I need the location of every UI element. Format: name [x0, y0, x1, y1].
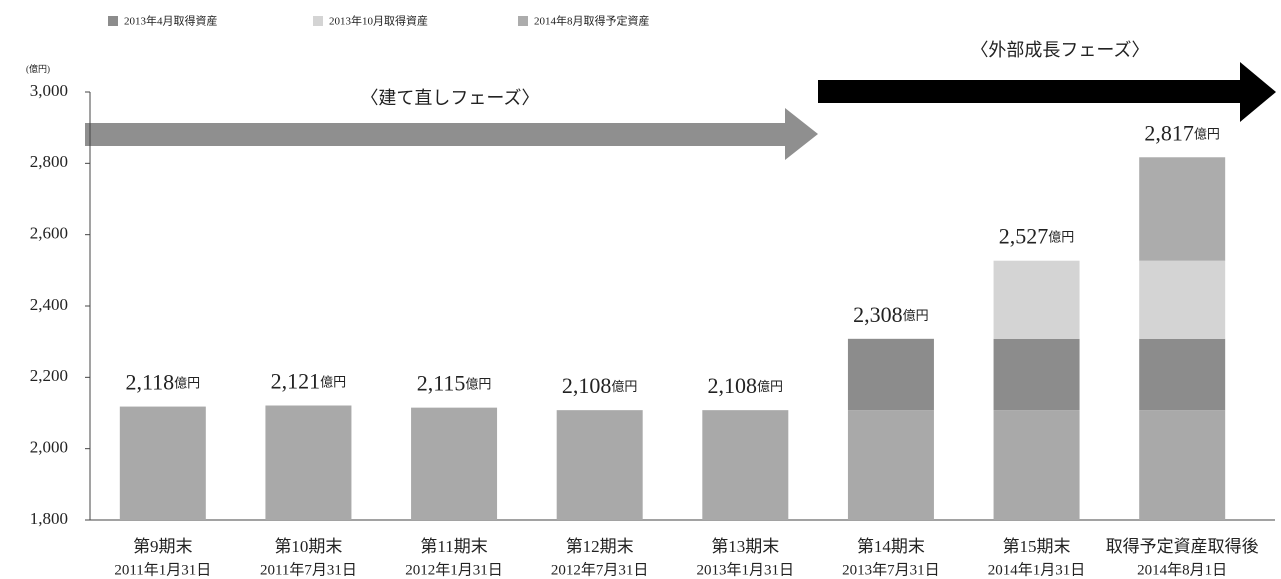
total-label: 2,817億円 [1144, 120, 1220, 145]
total-unit: 億円 [611, 379, 637, 394]
total-value: 2,817 [1144, 120, 1194, 145]
bar-segment [411, 407, 498, 520]
y-tick-label: 2,800 [30, 152, 68, 171]
legend-label: 2013年10月取得資産 [329, 14, 428, 28]
x-tick-label: 第9期末 [133, 537, 193, 556]
legend-swatch [518, 16, 528, 26]
x-tick-date: 2012年1月31日 [405, 561, 503, 578]
total-unit: 億円 [174, 376, 200, 391]
total-value: 2,108 [708, 373, 758, 398]
bar-segment [556, 410, 643, 520]
total-value: 2,115 [417, 371, 466, 396]
annotation: 〈外部成長フェーズ〉 [970, 40, 1149, 60]
total-label: 2,115億円 [417, 371, 492, 396]
x-tick-date: 2012年7月31日 [551, 561, 649, 578]
total-label: 2,308億円 [853, 302, 929, 327]
total-value: 2,308 [853, 302, 903, 327]
bar-segment [265, 405, 352, 520]
bar-segment [847, 410, 934, 520]
x-tick-date: 2014年1月31日 [988, 561, 1086, 578]
x-tick-label: 取得予定資産取得後 [1106, 537, 1259, 556]
bar-segment [993, 260, 1080, 339]
bar-segment [1139, 410, 1226, 520]
total-value: 2,121 [271, 369, 321, 394]
bar-segment [1139, 338, 1226, 411]
total-unit: 億円 [1048, 230, 1074, 245]
total-unit: 億円 [757, 379, 783, 394]
bar-segment [847, 338, 934, 411]
total-unit: 億円 [465, 377, 491, 392]
total-label: 2,108億円 [562, 373, 638, 398]
total-unit: 億円 [1194, 126, 1220, 141]
y-tick-label: 2,200 [30, 366, 68, 385]
x-tick-date: 2013年1月31日 [697, 561, 795, 578]
total-label: 2,121億円 [271, 369, 347, 394]
total-label: 2,527億円 [999, 224, 1075, 249]
total-value: 2,108 [562, 373, 612, 398]
total-unit: 億円 [903, 308, 929, 323]
y-tick-label: 2,400 [30, 295, 68, 314]
x-tick-date: 2014年8月1日 [1137, 561, 1227, 578]
x-tick-date: 2011年7月31日 [260, 561, 357, 578]
x-tick-label: 第10期末 [274, 537, 342, 556]
bar-segment [119, 406, 206, 520]
x-tick-label: 第12期末 [566, 537, 634, 556]
bar-segment [702, 410, 789, 520]
legend-label: 2013年4月取得資産 [124, 14, 218, 28]
x-tick-date: 2013年7月31日 [842, 561, 940, 578]
total-value: 2,527 [999, 224, 1049, 249]
y-tick-label: 3,000 [30, 81, 68, 100]
unit-label: (億円) [26, 63, 50, 74]
legend-swatch [313, 16, 323, 26]
x-tick-label: 第14期末 [857, 537, 925, 556]
y-tick-label: 2,000 [30, 438, 68, 457]
y-tick-label: 1,800 [30, 509, 68, 528]
arrow [85, 108, 818, 160]
x-tick-label: 第15期末 [1003, 537, 1071, 556]
total-label: 2,118億円 [125, 370, 200, 395]
y-tick-label: 2,600 [30, 224, 68, 243]
bar-segment [1139, 157, 1226, 261]
legend-swatch [108, 16, 118, 26]
x-tick-date: 2011年1月31日 [114, 561, 211, 578]
bar-segment [1139, 260, 1226, 339]
total-label: 2,108億円 [708, 373, 784, 398]
x-tick-label: 第13期末 [711, 537, 779, 556]
total-value: 2,118 [125, 370, 174, 395]
total-unit: 億円 [320, 374, 346, 389]
annotation: 〈建て直しフェーズ〉 [360, 88, 539, 108]
bar-segment [993, 338, 1080, 411]
x-tick-label: 第11期末 [420, 537, 487, 556]
legend-label: 2014年8月取得予定資産 [534, 14, 650, 28]
arrow [818, 62, 1276, 122]
bar-segment [993, 410, 1080, 520]
